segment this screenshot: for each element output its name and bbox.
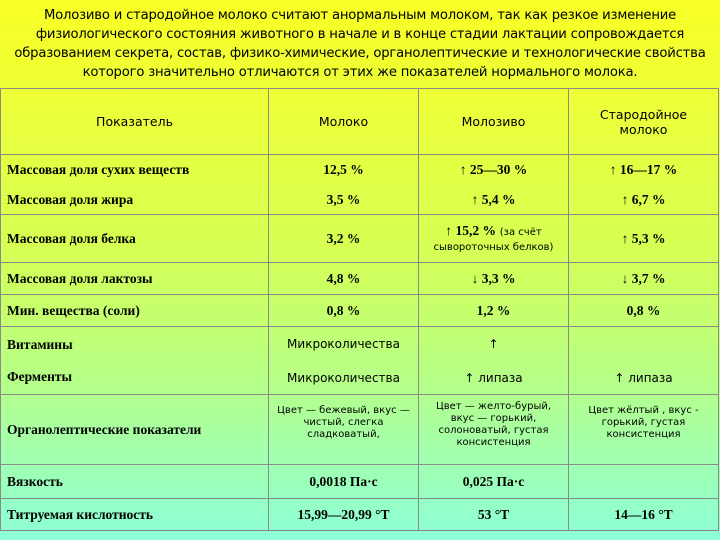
row-label: Вязкость — [0, 464, 269, 499]
table-header-row: Показатель Молоко Молозиво Стародойное м… — [0, 88, 719, 155]
row-label: Мин. вещества (соли) — [0, 294, 269, 327]
colostrum-value: ↑ 25—30 % — [459, 161, 528, 177]
milk-value: 0,0018 Па·с — [268, 464, 419, 499]
colostrum-value: ↑ липаза — [464, 370, 523, 385]
table-row: Массовая доля белка 3,2 % ↑ 15,2 % (за с… — [0, 214, 719, 263]
table-row: Титруемая кислотность 15,99—20,99 °Т 53 … — [0, 498, 719, 531]
colostrum-value: ↑ — [488, 336, 499, 351]
milk-value: 3,5 % — [326, 191, 361, 207]
table-row: Мин. вещества (соли) 0,8 % 1,2 % 0,8 % — [0, 294, 719, 327]
stale-value — [568, 464, 719, 499]
colostrum-value: ↑ 15,2 % — [445, 223, 496, 238]
row-label: Массовая доля лактозы — [0, 262, 269, 295]
milk-value: Микроколичества — [287, 370, 400, 385]
table-row: Массовая доля сухих веществ Массовая дол… — [0, 154, 719, 215]
table-row: Вязкость 0,0018 Па·с 0,025 Па·с — [0, 464, 719, 499]
header-colostrum: Молозиво — [418, 88, 569, 155]
colostrum-note: (за счёт сывороточных белков) — [433, 227, 554, 253]
milk-value: 15,99—20,99 °Т — [268, 498, 419, 531]
stale-value: 14—16 °Т — [568, 498, 719, 531]
intro-text: Молозиво и стародойное молоко считают ан… — [14, 8, 706, 80]
header-indicator: Показатель — [0, 88, 269, 155]
row-label: Массовая доля жира — [7, 191, 134, 207]
colostrum-value: ↑ 5,4 % — [471, 191, 516, 207]
milk-value: 12,5 % — [323, 161, 364, 177]
row-label: Ферменты — [7, 368, 73, 384]
milk-value: Цвет — бежевый, вкус — чистый, слегка сл… — [268, 394, 419, 465]
stale-value: ↓ 3,7 % — [568, 262, 719, 295]
table-row: Витамины Ферменты Микроколичества Микрок… — [0, 326, 719, 395]
colostrum-value: Цвет — желто-бурый, вкус — горький, соло… — [418, 394, 569, 465]
stale-value: ↑ 6,7 % — [621, 191, 666, 207]
table-row: Органолептические показатели Цвет — беже… — [0, 394, 719, 465]
stale-value: Цвет жёлтый , вкус - горький, густая кон… — [568, 394, 719, 465]
header-milk: Молоко — [268, 88, 419, 155]
header-stale-milk: Стародойное молоко — [568, 88, 719, 155]
stale-value: 0,8 % — [568, 294, 719, 327]
comparison-table: Показатель Молоко Молозиво Стародойное м… — [0, 88, 719, 531]
row-label: Органолептические показатели — [0, 394, 269, 465]
milk-value: 0,8 % — [268, 294, 419, 327]
colostrum-value: 1,2 % — [418, 294, 569, 327]
milk-value: Микроколичества — [287, 336, 400, 351]
colostrum-value: ↓ 3,3 % — [418, 262, 569, 295]
colostrum-value: 0,025 Па·с — [418, 464, 569, 499]
table-row: Массовая доля лактозы 4,8 % ↓ 3,3 % ↓ 3,… — [0, 262, 719, 295]
stale-value: ↑ 16—17 % — [609, 161, 678, 177]
row-label: Массовая доля сухих веществ — [7, 161, 190, 177]
colostrum-value: 53 °Т — [418, 498, 569, 531]
row-label: Витамины — [7, 336, 73, 352]
milk-value: 3,2 % — [268, 214, 419, 263]
milk-value: 4,8 % — [268, 262, 419, 295]
row-label: Массовая доля белка — [0, 214, 269, 263]
stale-value: ↑ липаза — [614, 370, 673, 385]
stale-value: ↑ 5,3 % — [568, 214, 719, 263]
row-label: Титруемая кислотность — [0, 498, 269, 531]
